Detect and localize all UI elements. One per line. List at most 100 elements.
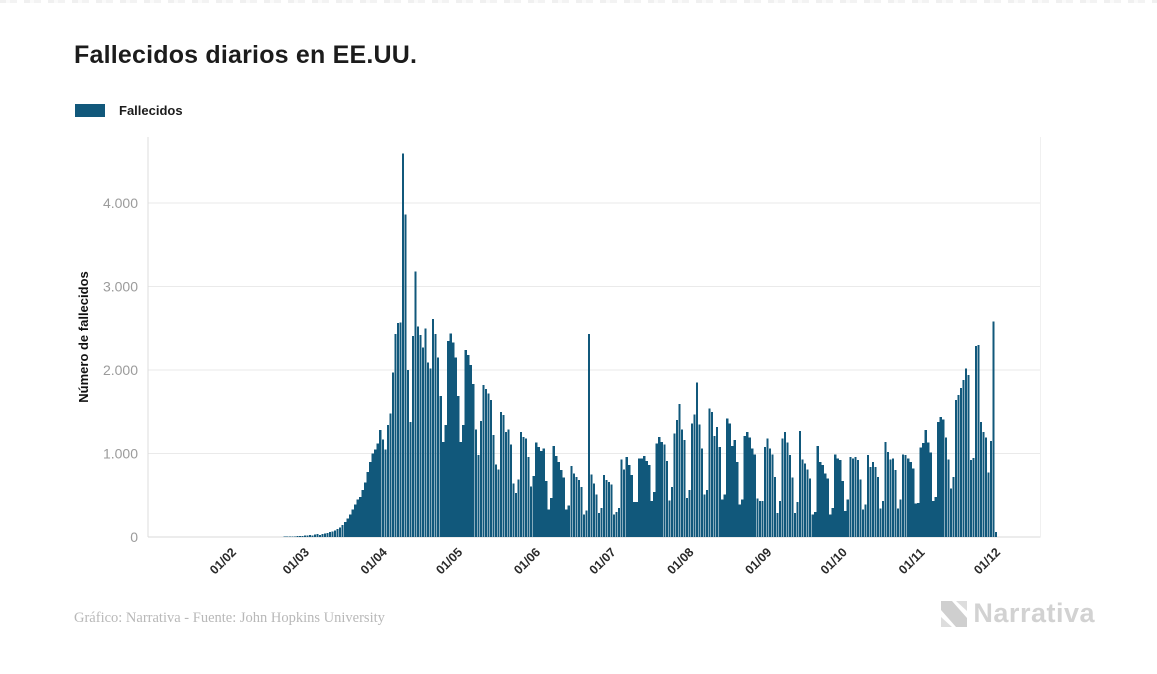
bar xyxy=(316,534,319,537)
bar xyxy=(442,441,445,537)
bar xyxy=(572,473,575,537)
bar xyxy=(326,532,329,537)
bar xyxy=(339,527,342,537)
bar xyxy=(751,448,754,537)
bar xyxy=(602,475,606,537)
bar xyxy=(356,499,359,538)
bar xyxy=(922,443,925,537)
bar xyxy=(389,413,392,537)
bar xyxy=(954,400,958,537)
bar xyxy=(942,419,945,537)
bar xyxy=(361,490,364,537)
bar xyxy=(756,498,759,537)
bar xyxy=(432,319,435,537)
bar xyxy=(497,469,500,538)
bar xyxy=(675,420,679,537)
bar xyxy=(364,482,367,538)
bar xyxy=(874,466,877,537)
bar xyxy=(414,271,417,537)
bar xyxy=(713,435,716,537)
bar xyxy=(937,421,940,537)
legend-swatch xyxy=(75,104,105,117)
bar xyxy=(321,533,324,537)
bar xyxy=(736,461,739,537)
bar xyxy=(462,425,465,537)
bar xyxy=(303,535,307,537)
bar xyxy=(763,446,766,537)
bar xyxy=(829,514,832,538)
bar xyxy=(296,536,299,537)
bar xyxy=(645,461,648,537)
bar xyxy=(449,333,452,537)
y-tick-label: 4.000 xyxy=(103,195,138,211)
bar xyxy=(570,466,573,537)
bar xyxy=(891,458,895,537)
bar xyxy=(984,437,988,537)
bar xyxy=(909,461,912,537)
bar xyxy=(824,473,827,537)
bar xyxy=(899,499,902,538)
bar xyxy=(944,437,947,537)
bar xyxy=(354,504,357,538)
bar xyxy=(716,426,719,537)
bar xyxy=(404,214,407,537)
bar xyxy=(512,483,515,537)
bar xyxy=(929,452,932,537)
bar xyxy=(623,469,626,538)
bar xyxy=(806,469,809,538)
bar xyxy=(308,535,312,537)
bar xyxy=(721,499,724,538)
bar xyxy=(459,441,462,537)
bar xyxy=(643,456,646,537)
bar xyxy=(927,442,930,537)
narrativa-logo: Narrativa xyxy=(939,598,1095,629)
bar xyxy=(472,384,475,537)
bar xyxy=(934,496,937,537)
bar xyxy=(577,480,580,537)
bar xyxy=(793,512,797,537)
bar xyxy=(884,441,887,537)
bar xyxy=(457,395,460,537)
bar xyxy=(912,468,915,537)
bar xyxy=(409,421,412,537)
bar xyxy=(849,456,852,537)
bar xyxy=(464,349,467,537)
bar xyxy=(771,454,774,537)
bar xyxy=(844,511,847,538)
bar xyxy=(703,494,706,538)
bar xyxy=(962,380,965,537)
bar xyxy=(741,499,744,538)
bar xyxy=(856,460,859,537)
bar xyxy=(869,466,872,537)
bar xyxy=(746,431,749,537)
bar xyxy=(711,411,714,537)
gridlines xyxy=(148,202,1041,538)
y-tick-label: 1.000 xyxy=(103,446,138,462)
bar xyxy=(801,459,804,538)
bar xyxy=(336,529,339,537)
bar xyxy=(947,459,950,538)
bar xyxy=(612,514,616,538)
bar xyxy=(914,503,917,537)
bar xyxy=(952,476,955,537)
bar xyxy=(484,389,487,537)
bar xyxy=(283,536,286,537)
bar xyxy=(866,455,870,537)
bar xyxy=(625,456,628,537)
x-tick-label: 01/12 xyxy=(971,545,1003,577)
bar xyxy=(537,446,540,537)
bar xyxy=(301,535,304,537)
bar xyxy=(419,334,422,537)
bar xyxy=(595,494,598,538)
bar xyxy=(972,458,975,537)
bar xyxy=(565,509,568,537)
bar xyxy=(871,461,875,537)
bar xyxy=(306,535,309,537)
bar xyxy=(555,456,558,537)
bar xyxy=(487,393,490,537)
bar xyxy=(349,514,352,538)
bar xyxy=(723,494,726,538)
bar xyxy=(477,455,480,537)
bar xyxy=(814,511,817,537)
